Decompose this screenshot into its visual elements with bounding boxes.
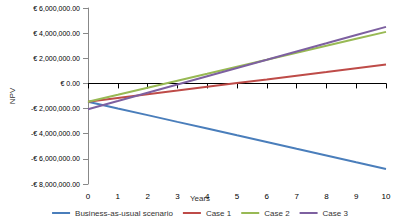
svg-text:7: 7 xyxy=(294,192,299,201)
svg-text:NPV: NPV xyxy=(8,87,17,104)
svg-text:Business-as-usual scenario: Business-as-usual scenario xyxy=(75,209,173,218)
svg-text:-€ 4,000,000.00: -€ 4,000,000.00 xyxy=(31,130,80,137)
svg-text:0: 0 xyxy=(86,192,91,201)
svg-text:2: 2 xyxy=(145,192,150,201)
svg-text:€ 0.00: € 0.00 xyxy=(61,80,81,87)
svg-text:Years: Years xyxy=(189,193,211,203)
svg-text:€ 2,000,000.00: € 2,000,000.00 xyxy=(33,55,80,62)
svg-text:-€ 8,000,000.00: -€ 8,000,000.00 xyxy=(31,181,80,188)
svg-text:4: 4 xyxy=(205,192,210,201)
svg-text:5: 5 xyxy=(235,192,240,201)
svg-text:Case 1: Case 1 xyxy=(206,209,232,218)
svg-text:9: 9 xyxy=(354,192,359,201)
svg-text:Case 3: Case 3 xyxy=(323,209,349,218)
svg-text:-€ 2,000,000.00: -€ 2,000,000.00 xyxy=(31,105,80,112)
svg-text:10: 10 xyxy=(382,192,391,201)
svg-text:-€ 6,000,000.00: -€ 6,000,000.00 xyxy=(31,155,80,162)
svg-text:3: 3 xyxy=(175,192,180,201)
svg-text:Case 2: Case 2 xyxy=(264,209,290,218)
svg-text:€ 6,000,000.00: € 6,000,000.00 xyxy=(33,5,80,12)
svg-text:€ 4,000,000.00: € 4,000,000.00 xyxy=(33,30,80,37)
svg-text:6: 6 xyxy=(265,192,270,201)
svg-text:8: 8 xyxy=(324,192,329,201)
svg-text:1: 1 xyxy=(116,192,121,201)
